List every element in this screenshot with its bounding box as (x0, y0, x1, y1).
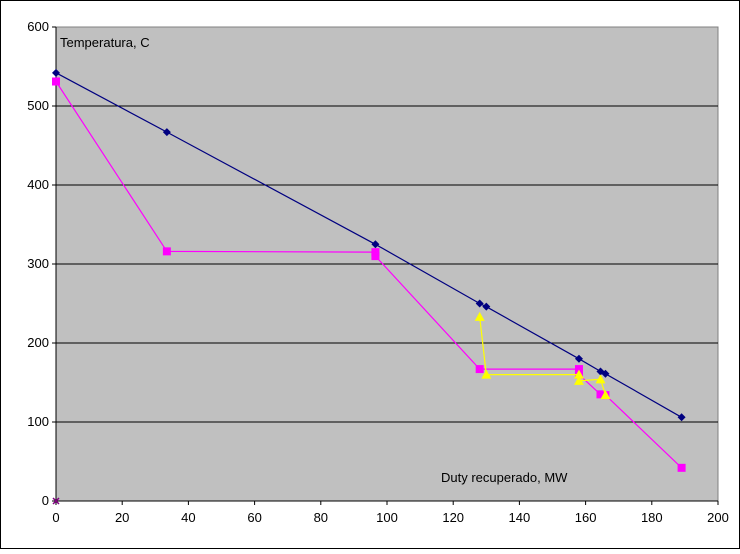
y-axis-label: Temperatura, C (60, 35, 150, 50)
data-point (475, 365, 484, 374)
y-tick-label: 100 (27, 414, 49, 429)
data-point (677, 413, 686, 422)
data-point (52, 68, 60, 77)
data-point (481, 369, 492, 379)
series-layer (52, 68, 686, 505)
data-point (474, 311, 485, 321)
data-point (574, 365, 583, 374)
x-tick-label: 160 (575, 510, 597, 525)
y-tick-label: 500 (27, 98, 49, 113)
series-group (474, 311, 611, 400)
series-group (52, 68, 686, 422)
data-point (596, 390, 605, 399)
data-point (600, 390, 611, 400)
data-point (574, 354, 583, 363)
x-tick-label: 20 (115, 510, 129, 525)
x-axis-label: Duty recuperado, MW (441, 470, 568, 485)
x-tick-label: 140 (509, 510, 531, 525)
y-tick-label: 600 (27, 19, 49, 34)
data-point (162, 247, 171, 256)
data-point (52, 497, 60, 505)
x-tick-label: 180 (641, 510, 663, 525)
data-point (601, 369, 610, 378)
data-point (162, 128, 171, 137)
y-tick-label: 400 (27, 177, 49, 192)
grid-layer (56, 105, 718, 423)
data-point (475, 299, 484, 308)
data-point (371, 240, 380, 249)
y-tick-label: 0 (42, 493, 49, 508)
x-tick-label: 60 (247, 510, 261, 525)
data-point (573, 369, 584, 379)
data-point (371, 252, 380, 261)
x-tick-label: 0 (52, 510, 59, 525)
data-point (482, 302, 491, 311)
x-tick-label: 40 (181, 510, 195, 525)
data-point (52, 77, 60, 86)
x-tick-label: 200 (707, 510, 729, 525)
y-tick-label: 200 (27, 335, 49, 350)
x-tick-label: 120 (442, 510, 464, 525)
axis-layer: 0 100 200 300 400 500 600 0 20 40 60 80 100 120 140 160… (27, 19, 729, 525)
x-tick-label: 100 (376, 510, 398, 525)
x-tick-label: 80 (314, 510, 328, 525)
data-point (573, 375, 584, 385)
data-point (595, 374, 606, 384)
y-tick-label: 300 (27, 256, 49, 271)
data-point (677, 463, 686, 472)
